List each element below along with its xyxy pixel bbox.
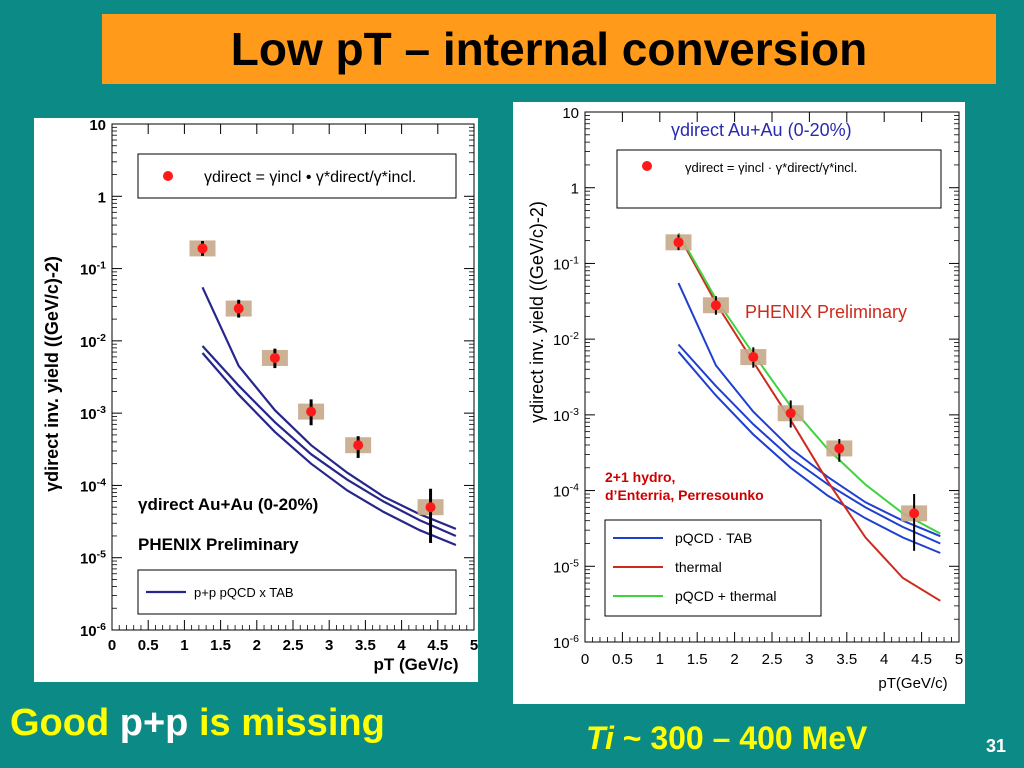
x-tick-label: 1.5 [687,651,708,668]
x-tick-label: 2 [730,651,738,668]
x-tick-label: 3 [805,651,813,668]
y-tick-label: 10-3 [80,404,106,423]
x-tick-label: 3.5 [836,651,857,668]
model-curve [677,343,941,545]
caption-pp: p+p [119,702,189,744]
data-point [197,243,208,254]
system-top-label: γdirect Au+Au (0-20%) [671,120,852,140]
model-curve [201,345,457,538]
y-tick-label: 10-3 [553,406,579,425]
curve-legend-box [137,569,457,615]
x-tick-label: 4 [397,637,406,654]
x-tick-label: 2.5 [283,637,304,654]
data-point [425,502,436,513]
y-tick-label: 10 [562,105,579,122]
y-tick-label: 10-4 [553,482,579,501]
preliminary-annotation: PHENIX Preliminary [745,302,907,322]
x-tick-label: 3 [325,637,333,654]
hydro-annotation-line2: d’Enterria, Perresounko [605,487,764,503]
slide-title: Low pT – internal conversion [230,23,868,75]
data-point [834,443,845,454]
y-tick-label: 10-2 [80,332,106,351]
y-tick-label: 10-1 [553,254,579,273]
left-chart-panel: 10 1 10-1 10-2 10-3 10-4 10-5 10-6 0 0.5 1 1.5 2 2.5 3… [34,118,478,682]
y-tick-label: 1 [571,181,579,198]
data-point [306,406,317,417]
hydro-annotation-line1: 2+1 hydro, [605,469,675,485]
curve-legend-label: pQCD · TAB [675,530,752,546]
x-axis-label: pT(GeV/c) [878,675,947,692]
y-tick-label: 10-6 [80,621,106,640]
temperature-subscript: i [604,720,614,756]
y-tick-label: 10-1 [80,260,106,279]
legend-box [616,149,942,209]
x-tick-label: 3.5 [355,637,376,654]
model-curve [677,351,941,554]
y-tick-label: 10 [89,118,106,134]
data-point [673,237,684,248]
x-tick-label: 0.5 [612,651,633,668]
x-tick-label: 1.5 [210,637,231,654]
y-tick-label: 1 [98,189,106,206]
curve-legend-box [604,519,822,617]
model-curve [677,282,941,538]
system-annotation: γdirect Au+Au (0-20%) [138,495,318,514]
y-tick-label: 10-4 [80,476,106,495]
x-tick-label: 4 [880,651,888,668]
x-tick-label: 1 [180,637,188,654]
caption-good: Good [10,702,110,744]
curve-legend-label: thermal [675,559,722,575]
x-tick-label: 0 [108,637,116,654]
plot-frame [111,123,475,631]
caption-missing: is missing [198,702,385,744]
y-axis-label: γdirect inv. yield ((GeV/c)-2) [527,201,547,423]
right-chart-panel: 10 1 10-1 10-2 10-3 10-4 10-5 10-6 0 0.5 1 1.5 2 2.5 3… [513,102,965,704]
bottom-left-caption: Good p+p is missing [10,702,385,745]
data-point [909,508,920,519]
temperature-symbol: T [586,720,605,756]
legend-formula: γdirect = γincl • γ*direct/γ*incl. [204,169,416,186]
legend-point-marker [163,171,173,181]
slide-number: 31 [986,736,1007,756]
x-tick-label: 5 [955,651,963,668]
plot-frame [584,111,960,643]
data-point [353,440,364,451]
legend-formula: γdirect = γincl · γ*direct/γ*incl. [685,160,857,175]
bottom-right-caption: Ti ~ 300 – 400 MeV [586,720,867,757]
y-tick-label: 10-5 [553,557,579,576]
data-point [785,408,796,419]
y-tick-label: 10-5 [80,549,106,568]
left-chart: 10 1 10-1 10-2 10-3 10-4 10-5 10-60 0.5 1 1.5 2 2.5 3… [42,118,478,674]
y-axis-label: γdirect inv. yield ((GeV/c)-2) [42,256,62,492]
slide-title-box: Low pT – internal conversion [102,14,996,84]
x-tick-label: 2.5 [762,651,783,668]
curve-legend-label: pQCD + thermal [675,588,777,604]
x-tick-label: 0 [581,651,589,668]
x-tick-label: 5 [470,637,478,654]
data-point [710,300,721,311]
curve-legend-label: p+p pQCD x TAB [194,585,294,600]
data-point [233,303,244,314]
model-curve [201,286,457,530]
y-tick-label: 10-6 [553,633,579,652]
legend-point-marker [642,161,652,171]
data-point [748,352,759,363]
preliminary-annotation: PHENIX Preliminary [138,535,299,554]
model-curve [201,352,457,547]
y-tick-label: 10-2 [553,330,579,349]
temperature-range: ~ 300 – 400 MeV [613,720,868,756]
x-tick-label: 4.5 [427,637,448,654]
x-tick-label: 0.5 [138,637,159,654]
x-tick-label: 4.5 [911,651,932,668]
data-point [269,352,280,363]
x-tick-label: 2 [253,637,261,654]
legend-box [137,153,457,199]
x-axis-label: pT (GeV/c) [373,655,458,674]
right-chart: 10 1 10-1 10-2 10-3 10-4 10-5 10-60 0.5 1 1.5 2 2.5 3… [527,105,963,692]
x-tick-label: 1 [656,651,664,668]
